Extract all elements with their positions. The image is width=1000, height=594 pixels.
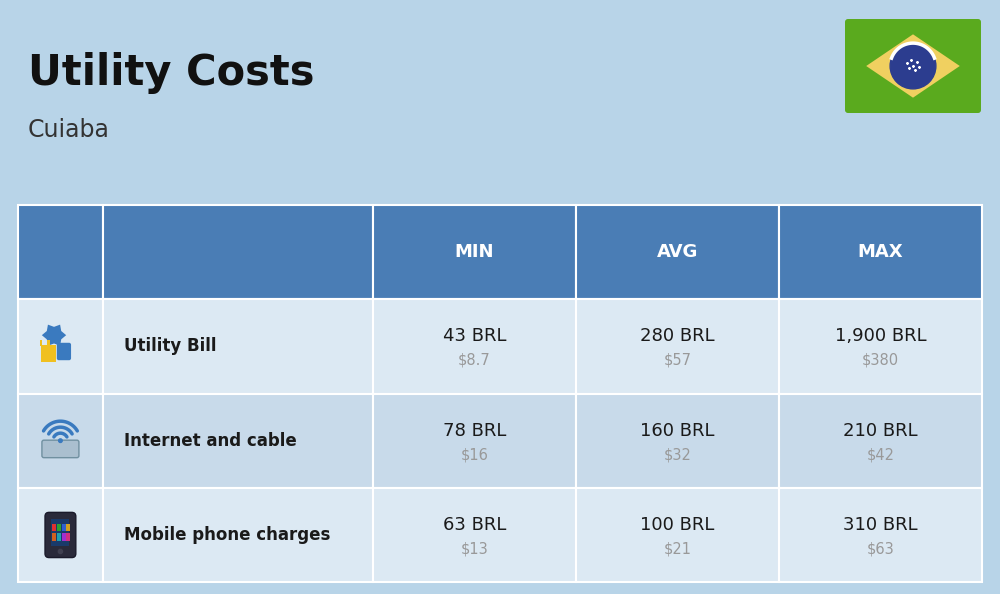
Bar — [576, 488, 779, 582]
FancyBboxPatch shape — [42, 440, 79, 457]
Text: $42: $42 — [866, 447, 894, 462]
Text: MAX: MAX — [858, 243, 903, 261]
Bar — [373, 393, 576, 488]
Text: AVG: AVG — [657, 243, 698, 261]
Bar — [779, 393, 982, 488]
Text: $57: $57 — [663, 353, 691, 368]
Bar — [779, 488, 982, 582]
Text: 280 BRL: 280 BRL — [640, 327, 715, 345]
Bar — [66, 533, 70, 541]
Text: 63 BRL: 63 BRL — [443, 516, 506, 534]
FancyBboxPatch shape — [845, 19, 981, 113]
Bar — [18, 393, 103, 488]
Bar — [18, 488, 103, 582]
Bar — [103, 299, 373, 393]
Text: 160 BRL: 160 BRL — [640, 422, 715, 440]
Bar — [18, 299, 103, 393]
Bar — [103, 205, 373, 299]
Bar — [103, 393, 373, 488]
Text: Internet and cable: Internet and cable — [124, 432, 297, 450]
Polygon shape — [866, 34, 960, 97]
Text: Cuiaba: Cuiaba — [28, 118, 110, 142]
Bar — [576, 393, 779, 488]
Bar — [576, 205, 779, 299]
Text: Utility Bill: Utility Bill — [124, 337, 217, 355]
Text: $8.7: $8.7 — [458, 353, 491, 368]
Text: Utility Costs: Utility Costs — [28, 52, 314, 94]
Polygon shape — [42, 325, 66, 346]
Bar — [62, 523, 66, 531]
Text: Mobile phone charges: Mobile phone charges — [124, 526, 331, 544]
Text: 310 BRL: 310 BRL — [843, 516, 918, 534]
FancyBboxPatch shape — [45, 513, 76, 558]
Text: MIN: MIN — [455, 243, 494, 261]
Text: 210 BRL: 210 BRL — [843, 422, 918, 440]
Text: 1,900 BRL: 1,900 BRL — [835, 327, 926, 345]
Bar — [103, 488, 373, 582]
Text: 100 BRL: 100 BRL — [640, 516, 715, 534]
Bar — [51, 519, 69, 546]
Text: $380: $380 — [862, 353, 899, 368]
Text: $21: $21 — [663, 542, 691, 557]
Text: $16: $16 — [460, 447, 488, 462]
Bar — [18, 205, 103, 299]
Circle shape — [890, 43, 936, 89]
Bar — [373, 205, 576, 299]
Bar — [373, 488, 576, 582]
Bar — [52, 523, 56, 531]
Bar — [373, 299, 576, 393]
Bar — [779, 299, 982, 393]
Bar — [779, 205, 982, 299]
Bar — [47, 340, 50, 346]
Text: $32: $32 — [663, 447, 691, 462]
Bar — [52, 533, 56, 541]
Text: 43 BRL: 43 BRL — [443, 327, 506, 345]
Text: $13: $13 — [460, 542, 488, 557]
Bar — [576, 299, 779, 393]
Text: 78 BRL: 78 BRL — [443, 422, 506, 440]
Bar — [62, 533, 66, 541]
Text: $63: $63 — [867, 542, 894, 557]
Bar — [66, 523, 70, 531]
Circle shape — [58, 549, 63, 554]
Bar — [41, 345, 56, 362]
FancyBboxPatch shape — [57, 343, 71, 360]
Circle shape — [59, 439, 62, 443]
Bar — [57, 533, 61, 541]
Bar — [57, 523, 61, 531]
Bar — [40, 340, 42, 346]
